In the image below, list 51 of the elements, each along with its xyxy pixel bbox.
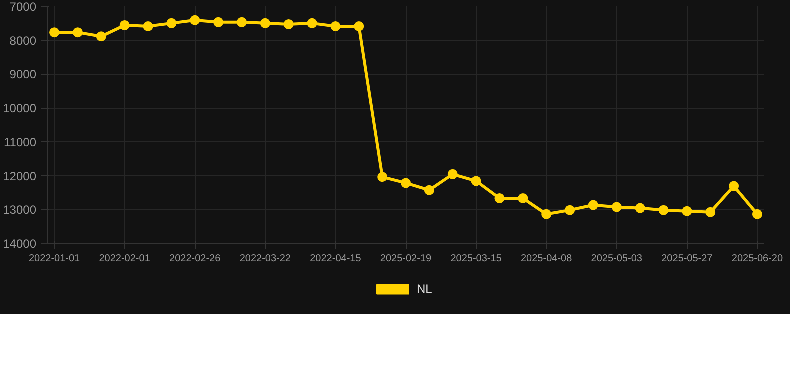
legend-label: NL (417, 282, 434, 296)
x-tick-label: 2022-02-26 (170, 254, 222, 264)
point (143, 21, 154, 32)
point (236, 17, 247, 28)
x-tick-label: 2025-06-20 (732, 254, 784, 264)
point (166, 18, 177, 28)
x-tick-label: 2025-04-08 (521, 254, 573, 264)
point (752, 209, 762, 220)
point (120, 20, 130, 30)
x-tick-label: 2022-04-15 (310, 254, 362, 264)
y-tick-label: 14000 (3, 237, 37, 251)
x-tick-label: 2025-02-19 (380, 254, 432, 264)
point (50, 28, 60, 38)
point (658, 205, 669, 216)
y-tick-label: 9000 (10, 68, 37, 82)
y-tick-label: 8000 (10, 34, 37, 48)
point (729, 181, 740, 192)
point (260, 18, 270, 28)
point (448, 169, 458, 180)
point (706, 207, 716, 218)
y-tick-label: 13000 (3, 203, 37, 218)
point (354, 21, 364, 32)
point (494, 193, 505, 204)
point (284, 19, 294, 30)
point (96, 32, 106, 42)
point (471, 176, 482, 186)
point (565, 205, 576, 216)
y-tick-label: 12000 (3, 169, 37, 184)
point (635, 203, 646, 214)
x-tick-label: 2022-02-01 (99, 254, 151, 264)
x-tick-label: 2025-05-03 (591, 254, 643, 264)
point (612, 202, 622, 212)
point (214, 17, 224, 28)
point (72, 28, 83, 38)
point (378, 172, 388, 182)
x-tick-label: 2025-05-27 (662, 254, 714, 264)
x-tick-label: 2022-03-22 (240, 254, 292, 264)
point (307, 18, 318, 28)
point (401, 178, 411, 188)
x-tick-label: 2025-03-15 (450, 254, 502, 264)
point (330, 21, 341, 32)
point (424, 185, 434, 196)
point (542, 209, 552, 220)
y-tick-label: 11000 (4, 135, 37, 150)
point (682, 206, 692, 216)
point (588, 200, 598, 210)
y-tick-label: 10000 (3, 102, 37, 116)
point (190, 15, 200, 26)
point (518, 193, 528, 204)
x-tick-label: 2022-01-01 (28, 254, 81, 264)
y-tick-label: 7000 (10, 0, 37, 14)
